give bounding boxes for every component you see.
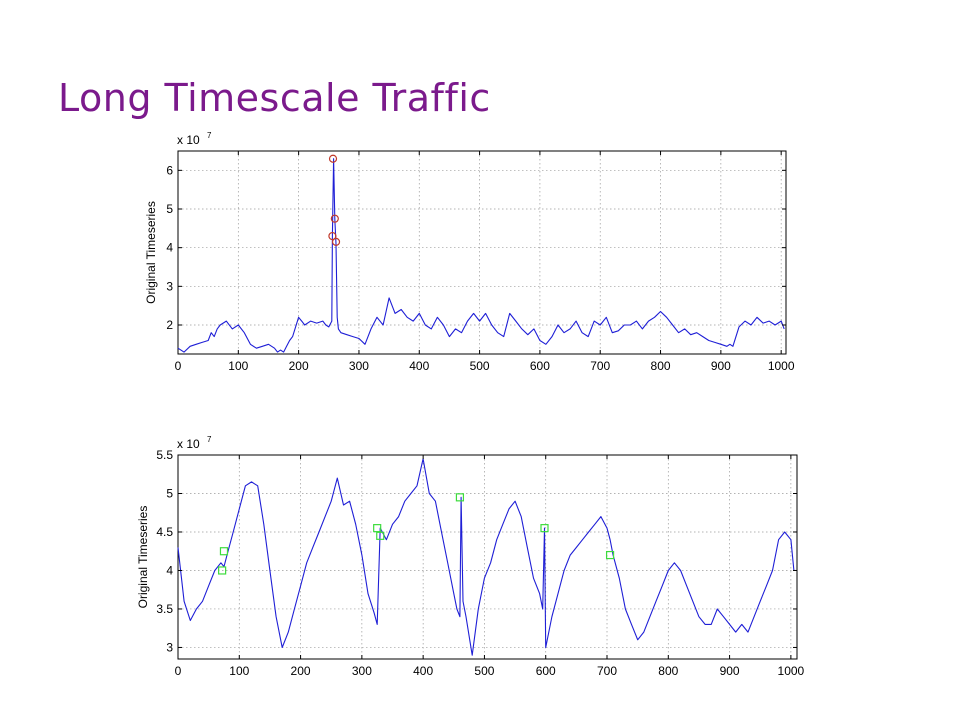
chart-1-ytick-label-4: 5 xyxy=(166,486,173,500)
chart-0-plot-frame xyxy=(177,150,787,355)
chart-0-xtick-label-0: 0 xyxy=(175,359,182,373)
chart-0-xtick-label-2: 200 xyxy=(289,359,309,373)
chart-0-xtick-label-10: 1000 xyxy=(768,359,795,373)
chart-1-ytick-label-3: 4.5 xyxy=(156,525,173,539)
chart-1-ytick-label-0: 3 xyxy=(166,640,173,654)
chart-1-xtick-label-9: 900 xyxy=(720,664,740,678)
chart-1-marker-4 xyxy=(455,493,465,502)
chart-0-xtick-label-7: 700 xyxy=(590,359,610,373)
chart-0-y-multiplier-exponent: 7 xyxy=(207,131,212,140)
chart-0-y-multiplier: x 10 xyxy=(177,133,200,147)
chart-0-marker-3 xyxy=(331,237,341,246)
chart-1-marker-0 xyxy=(219,547,229,556)
chart-0-xtick-label-8: 800 xyxy=(651,359,671,373)
chart-1-xtick-label-4: 400 xyxy=(413,664,433,678)
chart-0-ytick-label-0: 2 xyxy=(166,318,173,332)
chart-1-marker-1 xyxy=(218,566,227,575)
chart-1-marker-3 xyxy=(376,531,385,540)
chart-0-ytick-label-4: 6 xyxy=(166,163,173,177)
chart-1-xtick-label-0: 0 xyxy=(175,664,182,678)
chart-1-y-multiplier-exponent: 7 xyxy=(207,435,212,444)
chart-1-xtick-label-5: 500 xyxy=(474,664,494,678)
chart-0-xtick-label-5: 500 xyxy=(470,359,490,373)
slide-title: Long Timescale Traffic xyxy=(58,76,491,120)
chart-1-xtick-label-7: 700 xyxy=(597,664,617,678)
chart-1-series-line-0 xyxy=(177,458,795,656)
chart-1-xtick-label-2: 200 xyxy=(291,664,311,678)
chart-0-marker-0 xyxy=(328,154,338,163)
chart-0-ytick-label-2: 4 xyxy=(166,241,173,255)
chart-1-xtick-label-6: 600 xyxy=(536,664,556,678)
chart-0-marker-2 xyxy=(328,231,337,241)
chart-1-ytick-label-2: 4 xyxy=(166,563,173,577)
chart-1-plot-frame xyxy=(177,454,798,660)
chart-1-marker-5 xyxy=(540,524,549,533)
chart-0-ytick-label-3: 5 xyxy=(166,202,173,216)
chart-0-series-line-0 xyxy=(177,158,785,353)
chart-1-marker-6 xyxy=(605,550,615,560)
chart-0-ylabel: Original Timeseries xyxy=(144,201,158,304)
chart-0-xtick-label-1: 100 xyxy=(228,359,248,373)
chart-0-xtick-label-4: 400 xyxy=(409,359,429,373)
chart-1-marker-2 xyxy=(373,524,382,533)
chart-1-y-multiplier: x 10 xyxy=(177,437,200,451)
chart-1-xtick-label-10: 1000 xyxy=(778,664,805,678)
chart-0-xtick-label-3: 300 xyxy=(349,359,369,373)
chart-1-xtick-label-8: 800 xyxy=(658,664,678,678)
chart-0-ytick-label-1: 3 xyxy=(166,279,173,293)
chart-1-ytick-label-5: 5.5 xyxy=(156,448,173,462)
chart-top: 0 100 200 300 400 500 600 700 800 900 1000 2 3 4 5 6 x 1… xyxy=(144,131,795,373)
chart-1-xtick-label-3: 300 xyxy=(352,664,372,678)
chart-1-ylabel: Original Timeseries xyxy=(136,506,150,609)
chart-1-ytick-label-1: 3.5 xyxy=(156,602,173,616)
chart-0-xtick-label-9: 900 xyxy=(711,359,731,373)
chart-1-xtick-label-1: 100 xyxy=(229,664,249,678)
chart-bottom: 0 100 200 300 400 500 600 700 800 900 1000 3 3.5 4 4.5… xyxy=(136,435,805,678)
chart-0-marker-1 xyxy=(330,214,339,223)
chart-0-xtick-label-6: 600 xyxy=(530,359,550,373)
